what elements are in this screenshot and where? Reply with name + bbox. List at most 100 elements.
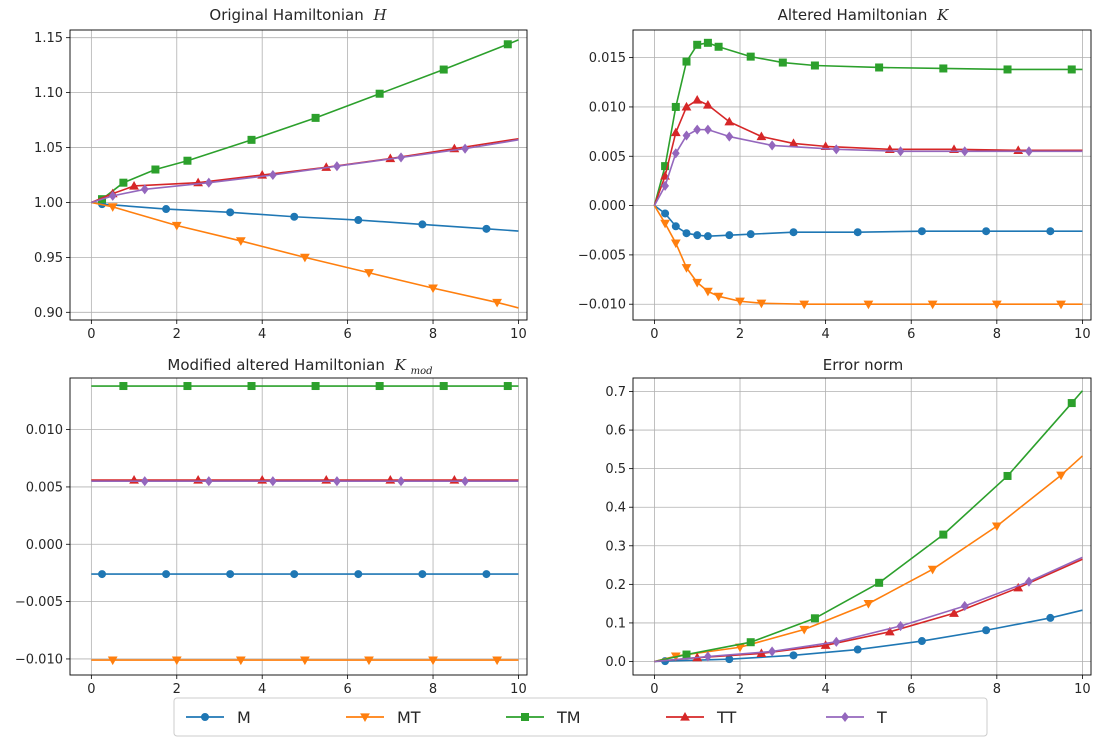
data-point-tt <box>692 95 703 104</box>
y-tick-label: 0.2 <box>605 578 626 593</box>
legend-label: M <box>237 708 251 727</box>
data-point-mt <box>107 203 118 212</box>
data-point-t <box>832 636 841 647</box>
legend-marker <box>360 713 370 723</box>
data-point-m <box>290 570 299 579</box>
data-point-m <box>226 570 235 579</box>
y-tick-label: 0.0 <box>605 655 626 670</box>
data-point-tm <box>503 382 512 391</box>
y-tick-label: 0.000 <box>26 538 63 553</box>
data-point-mt <box>863 300 874 310</box>
data-point-tt <box>884 626 895 636</box>
axes-background <box>70 30 527 320</box>
y-tick-label: −0.010 <box>578 298 626 313</box>
legend-item-mt: MT <box>346 708 421 727</box>
y-tick-label: 0.6 <box>605 424 626 439</box>
x-tick-label: 10 <box>1074 682 1091 697</box>
data-point-m <box>1046 227 1055 236</box>
legend-label: TT <box>716 708 736 727</box>
data-point-m <box>746 230 755 239</box>
x-tick-label: 0 <box>650 682 658 697</box>
y-tick-label: 0.90 <box>34 306 63 321</box>
data-point-tm <box>247 135 256 144</box>
data-point-t <box>704 124 712 135</box>
y-tick-label: 0.000 <box>589 199 626 214</box>
data-point-t <box>725 131 734 142</box>
y-tick-label: 0.95 <box>34 251 63 266</box>
y-tick-label: 0.7 <box>605 385 626 400</box>
data-point-tm <box>1067 399 1076 408</box>
data-point-mt <box>171 221 182 231</box>
x-tick-label: 0 <box>650 327 658 342</box>
data-point-tm <box>503 40 512 49</box>
data-point-m <box>917 227 926 236</box>
x-tick-label: 2 <box>736 327 744 342</box>
data-point-m <box>671 222 680 231</box>
data-point-tm <box>703 38 712 47</box>
data-point-m <box>982 626 991 635</box>
data-point-m <box>226 208 235 217</box>
panel-title: Error norm <box>823 356 904 374</box>
data-point-t <box>397 476 405 487</box>
data-point-tt <box>670 127 681 137</box>
data-point-tm <box>682 650 691 659</box>
data-point-t <box>108 190 117 201</box>
legend-item-t: T <box>826 708 887 727</box>
panel-title-text: Altered Hamiltonian <box>778 6 928 24</box>
x-tick-label: 6 <box>907 327 915 342</box>
data-point-mt <box>428 284 438 294</box>
x-tick-label: 6 <box>343 682 351 697</box>
data-point-tm <box>183 382 192 391</box>
data-point-m <box>725 231 734 240</box>
panel-title-symbol: K <box>936 6 949 24</box>
data-point-mt <box>927 565 938 575</box>
data-point-m <box>162 570 171 579</box>
legend-frame <box>173 697 988 737</box>
data-point-m <box>789 651 798 660</box>
data-point-tm <box>311 113 320 122</box>
data-point-tm <box>151 165 160 174</box>
data-point-m <box>354 570 363 579</box>
legend-marker <box>521 713 530 722</box>
axes-frame <box>632 29 1092 321</box>
data-point-tm <box>375 382 384 391</box>
x-tick-label: 4 <box>258 682 266 697</box>
panel-title-symbol: H <box>373 6 388 24</box>
data-point-t <box>140 476 149 487</box>
data-point-m <box>853 645 862 654</box>
data-point-mt <box>991 300 1002 310</box>
data-point-t <box>960 600 969 612</box>
legend-label: T <box>876 708 887 727</box>
data-point-mt <box>364 656 374 666</box>
panel-title-text: Modified altered Hamiltonian <box>167 356 384 374</box>
data-point-t <box>461 476 469 487</box>
x-tick-label: 8 <box>429 682 437 697</box>
data-point-m <box>1046 613 1055 622</box>
data-point-tm <box>439 65 448 74</box>
x-tick-label: 2 <box>736 682 744 697</box>
data-point-tm <box>875 63 884 72</box>
data-point-mt <box>1056 471 1066 481</box>
data-point-mt <box>670 239 681 249</box>
data-point-mt <box>235 656 246 666</box>
data-point-mt <box>799 300 810 310</box>
data-point-tm <box>939 530 948 539</box>
data-point-t <box>1025 146 1033 157</box>
x-tick-label: 4 <box>821 682 829 697</box>
y-tick-label: 1.10 <box>34 86 63 101</box>
data-point-mt <box>713 292 724 302</box>
x-tick-label: 0 <box>87 682 95 697</box>
y-tick-label: −0.005 <box>578 248 626 263</box>
x-tick-label: 8 <box>993 682 1001 697</box>
data-point-m <box>725 655 734 664</box>
panel-error-norm: Error norm 0 2 4 6 8 100.00.10.20.30.40.50.60… <box>605 356 1092 697</box>
data-point-tm <box>119 382 128 391</box>
series-line-tt <box>653 99 1083 206</box>
data-point-tm <box>714 42 723 51</box>
panel-original-hamiltonian: Original Hamiltonian H 0 2 4 6 8 10 0.90 0.95 1.… <box>34 6 528 342</box>
data-point-m <box>418 220 427 229</box>
data-point-mt <box>492 298 502 308</box>
legend-entries: M MT TM TT T <box>186 708 887 727</box>
y-tick-label: 0.005 <box>589 150 626 165</box>
